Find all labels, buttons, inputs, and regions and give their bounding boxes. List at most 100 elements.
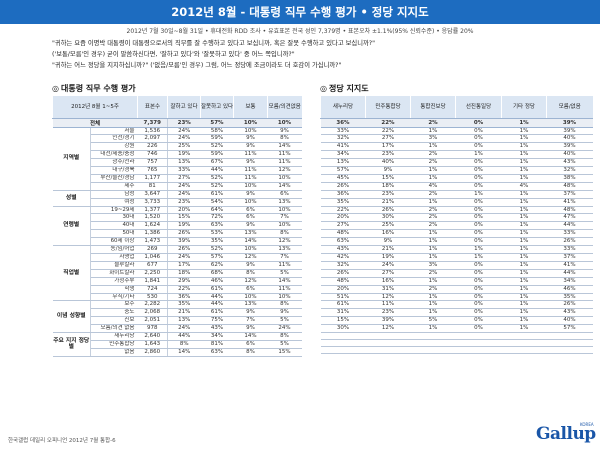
row-value: 0% xyxy=(455,213,502,223)
row-value: 35% xyxy=(320,198,366,207)
col-etc: 기타 정당 xyxy=(501,96,547,119)
row-value: 1% xyxy=(410,300,456,310)
row-label: 19~29세 xyxy=(90,206,138,215)
group-2: 연령별 19~29세 1,377 20% 64% 6% 10% 30대 1,520 15% 72% 6… xyxy=(52,206,302,247)
row-value: 0% xyxy=(455,269,502,278)
group-label: 성별 xyxy=(52,190,91,207)
row-value: 0% xyxy=(455,277,502,286)
group-3: 직업별 농/임/어업 269 26% 52% 10% 13% 자영업 1,046 24% 57% 12… xyxy=(52,245,302,302)
row-value: 0% xyxy=(455,324,502,334)
row-value: 1% xyxy=(455,150,502,160)
total-value: 22% xyxy=(365,118,411,128)
row-value: 14% xyxy=(233,237,268,247)
row-value: 1% xyxy=(501,213,547,223)
row-value: 34% xyxy=(320,150,366,160)
row-value: 0% xyxy=(455,221,502,231)
row-value: 20% xyxy=(320,213,366,223)
row-value: 27% xyxy=(365,269,411,278)
row-value: 0% xyxy=(455,127,502,136)
row-sample: 1,624 xyxy=(137,221,168,231)
row-value: 0% xyxy=(455,182,502,191)
row-sample: 757 xyxy=(137,158,168,168)
col-seonjin: 선진통일당 xyxy=(455,96,502,119)
row-value: 1% xyxy=(501,198,547,207)
row-value: 7% xyxy=(267,253,302,262)
row-value: 14% xyxy=(267,142,302,152)
group-5: 주요 지지 정당별 새누리당 2,640 44% 34% 14% 8% 민주통합당 1,643 8… xyxy=(52,332,302,357)
row-value: 16% xyxy=(365,229,411,239)
row-label: 진보 xyxy=(90,316,138,326)
table-row: 30% 12% 1% 0% 1% 57% xyxy=(320,324,593,334)
row-value: 11% xyxy=(267,285,302,294)
row-sample: 2,282 xyxy=(137,300,168,310)
row-sample: 81 xyxy=(137,182,168,191)
row-value: 4% xyxy=(410,182,456,191)
group-label: 주요 지지 정당별 xyxy=(52,332,91,357)
row-sample: 2,860 xyxy=(137,348,168,357)
row-label: 민주통합당 xyxy=(90,340,138,349)
row-value: 1% xyxy=(501,206,547,215)
row-value: 8% xyxy=(267,332,302,341)
approval-table: 2012년 8월 1~5주 표본수 잘하고 있다 잘못하고 있다 보통 모름/의… xyxy=(52,96,302,357)
row-value: 1% xyxy=(501,316,547,326)
row-value: 6% xyxy=(267,190,302,199)
row-sample: 3,647 xyxy=(137,190,168,199)
row-value: 61% xyxy=(320,300,366,310)
row-value: 19% xyxy=(365,253,411,262)
table-row: 모름/의견 없음 978 24% 43% 9% 24% xyxy=(53,324,302,334)
row-value: 1% xyxy=(410,127,456,136)
row-label: 새누리당 xyxy=(90,332,138,341)
table-row: 주요 지지 정당별 새누리당 2,640 44% 34% 14% 8% xyxy=(52,332,302,357)
row-value: 11% xyxy=(233,174,268,183)
table-row: 27% 25% 2% 0% 1% 44% xyxy=(320,221,593,231)
row-label: 인천/경기 xyxy=(90,134,138,144)
col-minju: 민주통합당 xyxy=(365,96,411,119)
row-value-empty xyxy=(455,332,502,340)
row-value: 0% xyxy=(455,174,502,183)
row-sample: 226 xyxy=(137,142,168,152)
table-row xyxy=(320,339,593,347)
row-value: 52% xyxy=(200,174,234,183)
row-value: 4% xyxy=(501,182,547,191)
col-period: 2012년 8월 1~5주 xyxy=(52,96,138,119)
row-value: 10% xyxy=(267,206,302,215)
row-label: 블루칼라 xyxy=(90,261,138,270)
row-value: 18% xyxy=(365,182,411,191)
section-title-approval: ◎ 대통령 직무 수행 평가 xyxy=(52,83,136,94)
row-label: 서울 xyxy=(90,127,138,136)
row-value: 23% xyxy=(365,190,411,199)
row-value: 1% xyxy=(410,253,456,262)
total-value: 23% xyxy=(167,118,201,128)
table-row: 직업별 농/임/어업 269 26% 52% 10% 13% xyxy=(52,245,302,302)
row-value: 1% xyxy=(501,324,547,334)
row-value: 63% xyxy=(200,221,234,231)
row-value: 3% xyxy=(410,134,456,144)
table-row: 15% 39% 5% 0% 1% 40% xyxy=(320,316,593,326)
total-sample: 7,379 xyxy=(137,118,168,128)
table-row: 20% 30% 2% 0% 1% 47% xyxy=(320,213,593,223)
row-value: 26% xyxy=(167,229,201,239)
row-value: 5% xyxy=(410,316,456,326)
row-sample: 765 xyxy=(137,166,168,175)
row-value: 8% xyxy=(233,348,268,357)
row-sample: 978 xyxy=(137,324,168,334)
row-value: 10% xyxy=(233,293,268,302)
row-value-empty xyxy=(320,332,366,340)
row-value: 8% xyxy=(267,134,302,144)
row-value: 8% xyxy=(167,340,201,349)
row-value: 2% xyxy=(410,285,456,294)
table-row: 없음 2,860 14% 63% 8% 15% xyxy=(53,348,302,357)
row-value: 26% xyxy=(365,206,411,215)
total-value: 10% xyxy=(267,118,302,128)
row-value: 48% xyxy=(546,206,593,215)
row-value: 5% xyxy=(267,269,302,278)
row-value: 9% xyxy=(233,324,268,334)
row-label: 남성 xyxy=(90,190,138,199)
row-label: 여성 xyxy=(90,198,138,207)
row-value: 39% xyxy=(546,127,593,136)
row-sample: 2,068 xyxy=(137,308,168,318)
table-row: 40대 1,624 19% 63% 9% 10% xyxy=(53,221,302,231)
row-value: 10% xyxy=(233,127,268,136)
row-sample: 2,097 xyxy=(137,134,168,144)
group-label: 지역별 xyxy=(52,127,91,191)
